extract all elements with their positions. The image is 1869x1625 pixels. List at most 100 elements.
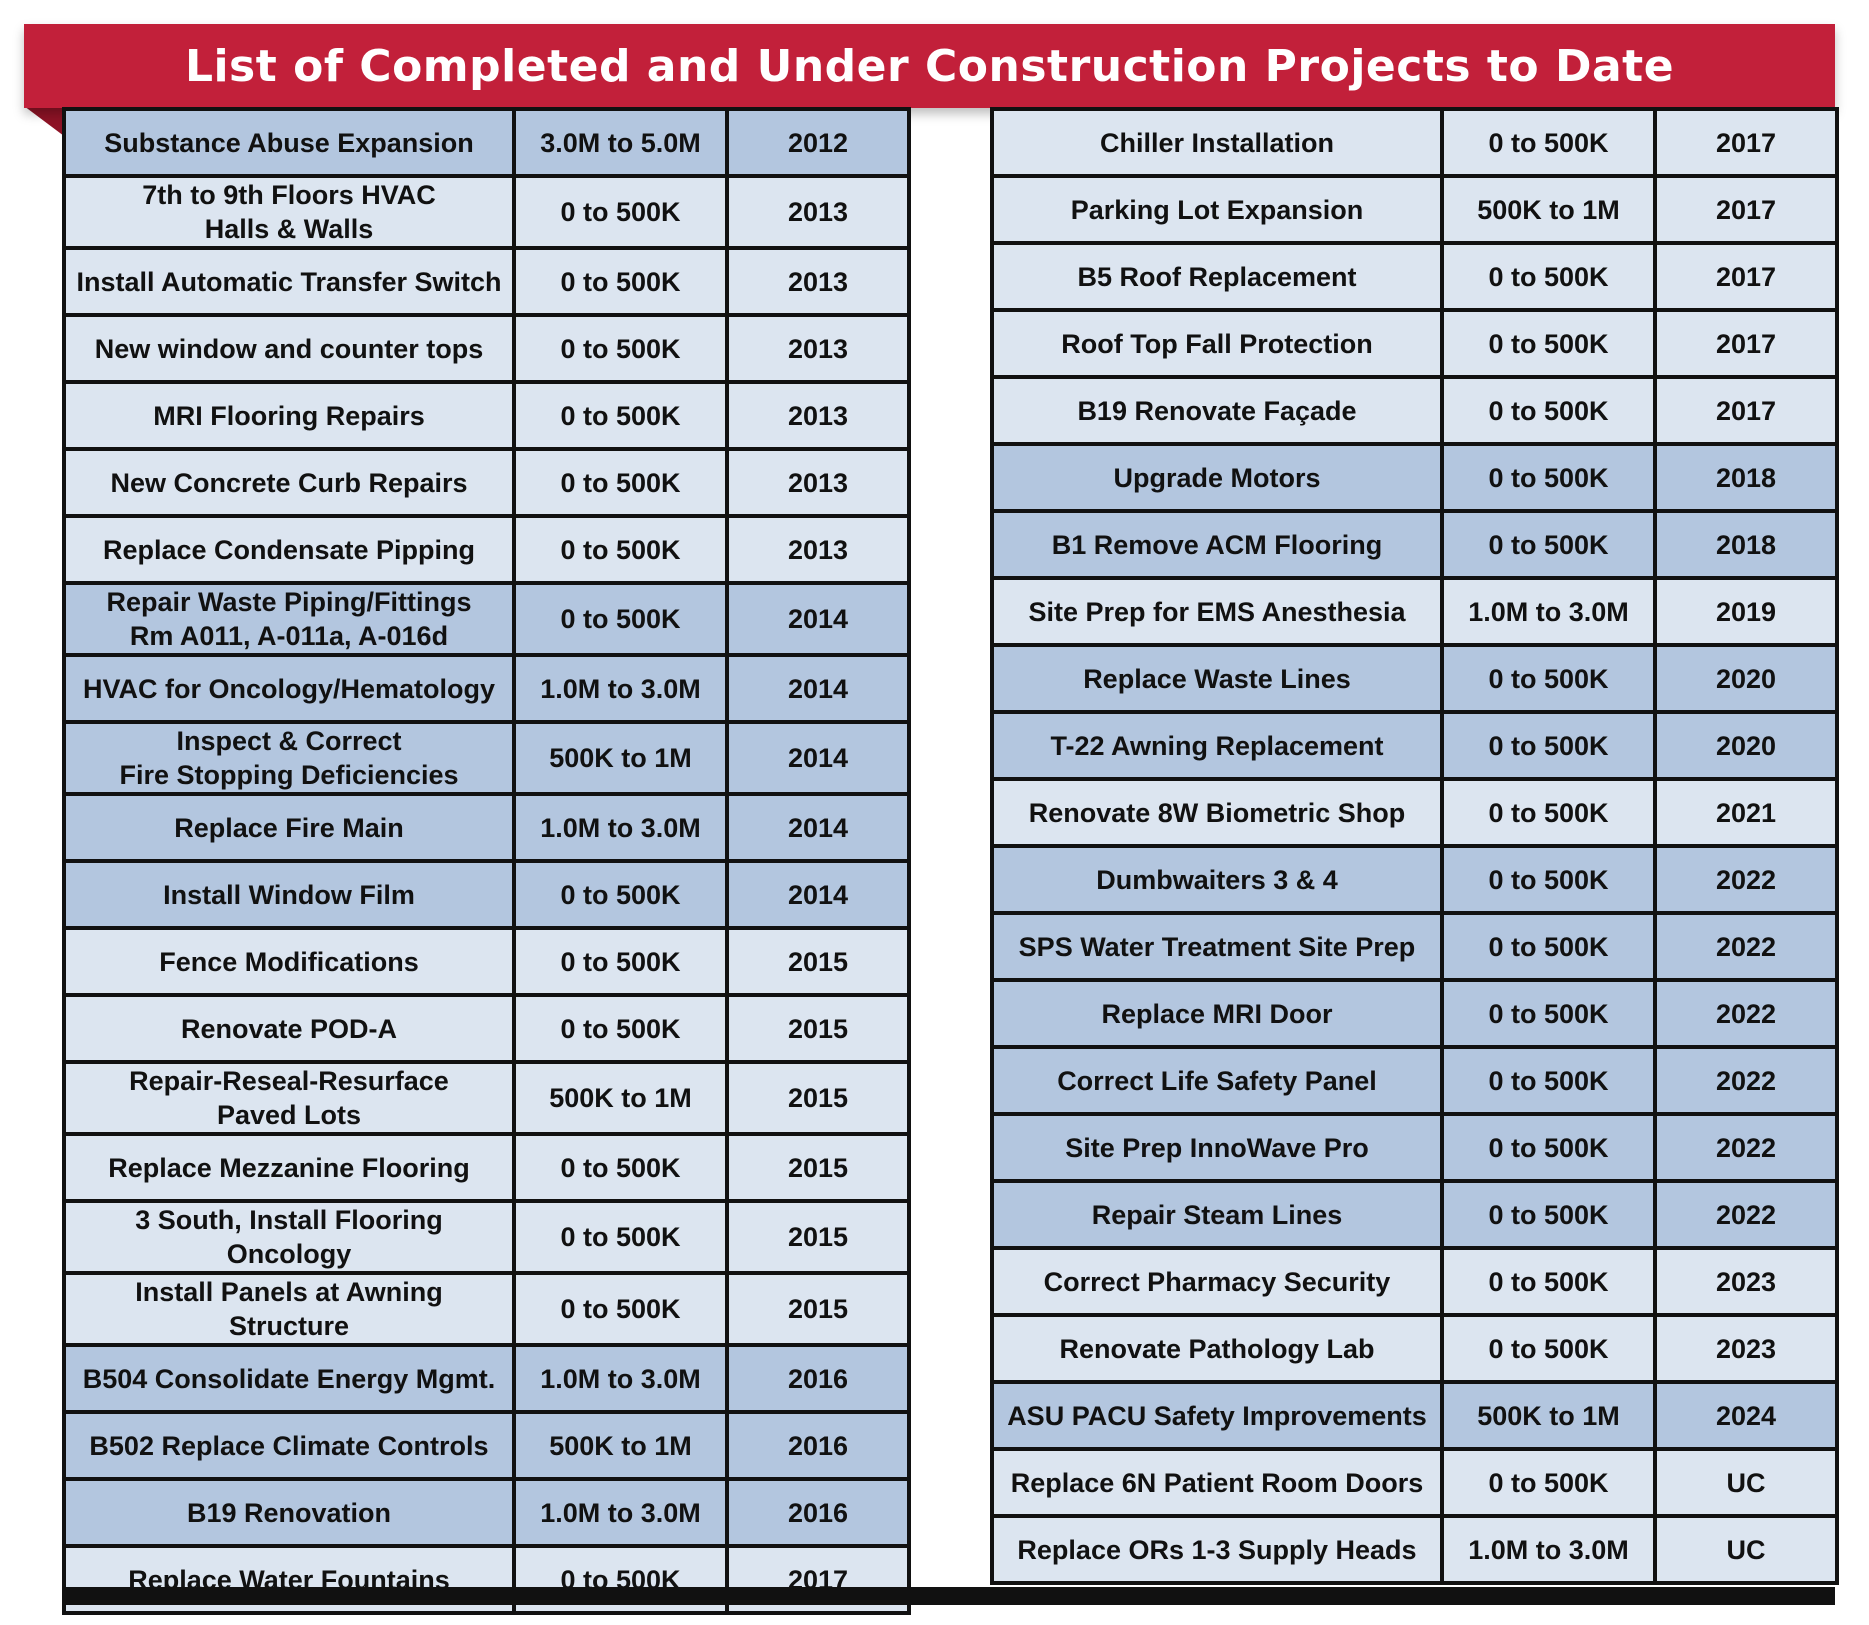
table-row: Site Prep for EMS Anesthesia 1.0M to 3.0M… <box>990 576 1839 647</box>
table-row: Install Panels at Awning Structure 0 to 5… <box>62 1271 911 1347</box>
cost-range-text: 500K to 1M <box>1477 1400 1620 1431</box>
year-cell: 2013 <box>725 380 911 451</box>
year-cell: 2017 <box>1653 308 1839 379</box>
project-name-text: Correct Life Safety Panel <box>1057 1065 1377 1096</box>
project-name-cell: B502 Replace Climate Controls <box>62 1410 516 1481</box>
project-name-text: B504 Consolidate Energy Mgmt. <box>82 1363 496 1394</box>
year-text: 2022 <box>1715 1199 1777 1230</box>
table-row: Inspect & Correct Fire Stopping Deficien… <box>62 720 911 796</box>
table-row: ASU PACU Safety Improvements 500K to 1M 20… <box>990 1380 1839 1451</box>
cost-range-text: 1.0M to 3.0M <box>540 1363 701 1394</box>
year-text: 2013 <box>787 197 849 227</box>
year-cell: 2020 <box>1653 710 1839 781</box>
cost-range-text: 0 to 500K <box>1488 1065 1609 1096</box>
table-row: Renovate POD-A 0 to 500K 2015 <box>62 993 911 1064</box>
year-cell: UC <box>1653 1447 1839 1518</box>
year-cell: 2015 <box>725 1271 911 1347</box>
cost-range-text: 0 to 500K <box>560 1222 681 1252</box>
cost-range-text: 0 to 500K <box>1488 864 1609 895</box>
year-text: 2022 <box>1715 1065 1777 1096</box>
year-text: 2016 <box>787 1430 849 1461</box>
cost-range-cell: 0 to 500K <box>1440 1045 1657 1116</box>
year-text: 2022 <box>1715 1132 1777 1163</box>
year-text: 2019 <box>1715 596 1777 627</box>
project-name-text: HVAC for Oncology/Hematology <box>82 673 496 704</box>
cost-range-text: 500K to 1M <box>549 1083 692 1113</box>
year-cell: 2022 <box>1653 978 1839 1049</box>
cost-range-cell: 0 to 500K <box>512 514 729 585</box>
year-cell: 2017 <box>1653 174 1839 245</box>
cost-range-cell: 0 to 500K <box>512 993 729 1064</box>
project-name-text: B1 Remove ACM Flooring <box>1051 529 1383 560</box>
bottom-border-bar <box>62 1587 1835 1605</box>
year-text: 2013 <box>787 400 849 431</box>
project-name-text: Correct Pharmacy Security <box>1043 1266 1391 1297</box>
cost-range-cell: 500K to 1M <box>512 1060 729 1136</box>
project-name-text: Repair Steam Lines <box>1091 1199 1343 1230</box>
year-text: 2014 <box>787 812 849 843</box>
project-name-text: Install Panels at Awning Structure <box>135 1277 443 1341</box>
year-text: 2014 <box>787 879 849 910</box>
project-name-cell: Install Automatic Transfer Switch <box>62 246 516 317</box>
year-cell: 2023 <box>1653 1313 1839 1384</box>
cost-range-text: 0 to 500K <box>560 467 681 498</box>
year-text: 2021 <box>1715 797 1777 828</box>
cost-range-text: 0 to 500K <box>1488 1467 1609 1498</box>
cost-range-cell: 1.0M to 3.0M <box>512 653 729 724</box>
table-row: New window and counter tops 0 to 500K 2013 <box>62 313 911 384</box>
project-name-cell: Replace Fire Main <box>62 792 516 863</box>
year-cell: 2021 <box>1653 777 1839 848</box>
project-name-text: Repair-Reseal-Resurface Paved Lots <box>129 1066 449 1130</box>
table-row: HVAC for Oncology/Hematology 1.0M to 3.0M… <box>62 653 911 724</box>
cost-range-cell: 0 to 500K <box>512 447 729 518</box>
table-row: B19 Renovation 1.0M to 3.0M 2016 <box>62 1477 911 1548</box>
cost-range-cell: 1.0M to 3.0M <box>512 792 729 863</box>
year-cell: 2014 <box>725 653 911 724</box>
table-row: Repair Steam Lines 0 to 500K 2022 <box>990 1179 1839 1250</box>
cost-range-text: 500K to 1M <box>549 1430 692 1461</box>
project-name-cell: Parking Lot Expansion <box>990 174 1444 245</box>
project-name-cell: Repair Steam Lines <box>990 1179 1444 1250</box>
year-cell: 2015 <box>725 1060 911 1136</box>
cost-range-cell: 0 to 500K <box>1440 911 1657 982</box>
year-text: 2022 <box>1715 864 1777 895</box>
project-name-cell: T-22 Awning Replacement <box>990 710 1444 781</box>
year-text: 2017 <box>1715 328 1777 359</box>
table-row: Site Prep InnoWave Pro 0 to 500K 2022 <box>990 1112 1839 1183</box>
year-text: 2014 <box>787 743 849 773</box>
table-row: Replace 6N Patient Room Doors 0 to 500K UC <box>990 1447 1839 1518</box>
year-text: 2023 <box>1715 1333 1777 1364</box>
project-name-text: Install Automatic Transfer Switch <box>76 266 502 297</box>
year-cell: 2022 <box>1653 844 1839 915</box>
project-name-cell: Replace ORs 1-3 Supply Heads <box>990 1514 1444 1585</box>
cost-range-cell: 0 to 500K <box>512 859 729 930</box>
table-row: Replace Condensate Pipping 0 to 500K 2013 <box>62 514 911 585</box>
project-name-text: New Concrete Curb Repairs <box>110 467 468 498</box>
cost-range-cell: 0 to 500K <box>1440 509 1657 580</box>
cost-range-cell: 1.0M to 3.0M <box>1440 1514 1657 1585</box>
cost-range-text: 0 to 500K <box>1488 395 1609 426</box>
project-name-text: MRI Flooring Repairs <box>153 400 425 431</box>
cost-range-cell: 0 to 500K <box>512 581 729 657</box>
year-cell: 2015 <box>725 993 911 1064</box>
table-row: Replace Fire Main 1.0M to 3.0M 2014 <box>62 792 911 863</box>
cost-range-text: 0 to 500K <box>1488 261 1609 292</box>
table-row: Renovate Pathology Lab 0 to 500K 2023 <box>990 1313 1839 1384</box>
table-row: Repair-Reseal-Resurface Paved Lots 500K t… <box>62 1060 911 1136</box>
year-cell: 2017 <box>1653 375 1839 446</box>
cost-range-cell: 0 to 500K <box>512 380 729 451</box>
project-name-cell: New window and counter tops <box>62 313 516 384</box>
table-row: 7th to 9th Floors HVAC Halls & Walls 0 to… <box>62 174 911 250</box>
cost-range-text: 3.0M to 5.0M <box>540 127 701 158</box>
cost-range-cell: 1.0M to 3.0M <box>1440 576 1657 647</box>
cost-range-cell: 3.0M to 5.0M <box>512 107 729 178</box>
year-cell: 2018 <box>1653 509 1839 580</box>
year-cell: 2016 <box>725 1410 911 1481</box>
cost-range-cell: 0 to 500K <box>512 926 729 997</box>
cost-range-text: 0 to 500K <box>560 400 681 431</box>
table-row: Replace Waste Lines 0 to 500K 2020 <box>990 643 1839 714</box>
table-row: MRI Flooring Repairs 0 to 500K 2013 <box>62 380 911 451</box>
project-name-text: Replace Mezzanine Flooring <box>108 1152 470 1183</box>
cost-range-text: 500K to 1M <box>1477 194 1620 225</box>
project-name-text: Install Window Film <box>163 879 415 910</box>
